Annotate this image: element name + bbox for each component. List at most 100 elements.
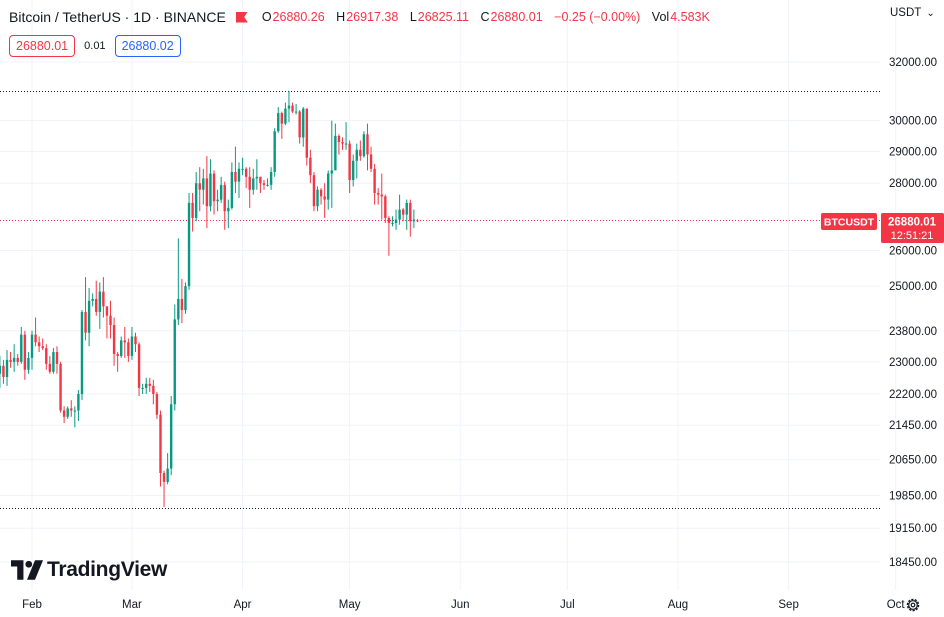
candle-body	[223, 184, 226, 212]
candle-body	[48, 363, 52, 372]
gear-icon[interactable]	[905, 597, 921, 613]
candle-body	[384, 196, 387, 218]
candle-body	[405, 202, 408, 215]
candle-body	[34, 334, 37, 343]
candle-body	[366, 134, 369, 155]
candle-body	[344, 143, 348, 145]
candle-body	[398, 209, 401, 220]
candle-body	[362, 134, 366, 157]
candle-body	[62, 410, 66, 417]
currency-label: USDT	[890, 7, 922, 19]
last-price-tag-bg	[881, 213, 944, 243]
candle-body	[319, 189, 323, 197]
candle-body	[376, 193, 380, 195]
price-tick-label: 32000.00	[889, 57, 937, 69]
candle-body	[205, 178, 209, 207]
price-tick-label: 29000.00	[889, 146, 937, 158]
candle-body	[394, 219, 398, 224]
candle-body	[102, 291, 105, 307]
candle-body	[55, 352, 59, 364]
candle-body	[91, 298, 94, 301]
time-tick-label: Mar	[122, 599, 142, 611]
candle-body	[391, 223, 394, 225]
candle-body	[262, 183, 266, 185]
candle-body	[77, 393, 80, 411]
flag-icon[interactable]	[235, 11, 248, 23]
candle-body	[70, 408, 73, 411]
candle-body	[80, 311, 84, 394]
candle-body	[198, 183, 201, 190]
candle-body	[259, 176, 262, 184]
candle-body	[255, 176, 259, 179]
candle-body	[305, 108, 309, 158]
sell-button[interactable]: 26880.01	[9, 35, 76, 57]
candle-body	[277, 113, 280, 132]
candle-body	[155, 393, 159, 415]
candle-body	[369, 154, 373, 169]
candle-body	[73, 410, 77, 412]
candle-body	[334, 135, 337, 171]
candle-body	[166, 468, 169, 482]
price-tick-label: 22200.00	[889, 389, 937, 401]
price-tick-label: 21450.00	[889, 420, 937, 432]
tradingview-logo[interactable]: TradingView	[11, 558, 167, 582]
last-price-tag: BTCUSDT 26880.01 12:51:21	[821, 213, 944, 243]
candle-body	[105, 306, 109, 316]
candle-body	[216, 199, 219, 202]
candle-body	[16, 357, 19, 362]
candle-body	[202, 178, 205, 190]
candle-body	[194, 183, 198, 218]
candle-body	[120, 340, 123, 356]
candle-body	[95, 298, 98, 312]
symbol-title[interactable]: Bitcoin / TetherUS · 1D · BINANCE	[9, 9, 226, 25]
candle-body	[12, 357, 16, 362]
change-value: −0.25 (−0.00%)	[554, 10, 641, 24]
open-value: 26880.26	[272, 10, 325, 24]
candle-body	[273, 131, 276, 172]
candle-body	[316, 189, 319, 207]
chart-grid	[0, 0, 897, 590]
candle-body	[9, 359, 12, 362]
last-price-label: 26880.01	[888, 217, 937, 229]
symbol-legend: Bitcoin / TetherUS · 1D · BINANCE O26880…	[9, 9, 718, 25]
price-tick-label: 26000.00	[889, 246, 937, 258]
currency-selector[interactable]: USDT ⌄	[890, 7, 935, 19]
candle-body	[162, 473, 166, 482]
buy-button[interactable]: 26880.02	[114, 35, 181, 57]
close-label: C	[480, 10, 490, 24]
candle-body	[230, 171, 234, 208]
candle-body	[20, 334, 23, 362]
price-tick-label: 20650.00	[889, 455, 937, 467]
candle-body	[141, 387, 144, 389]
price-axis[interactable]: 32000.00 30000.00 29000.00 28000.00 26000.00…	[889, 57, 937, 569]
candle-body	[269, 171, 273, 185]
volume-label: Vol	[651, 10, 670, 24]
time-tick-label: Jun	[451, 599, 470, 611]
time-tick-label: May	[339, 599, 361, 611]
candle-body	[294, 111, 298, 113]
candle-body	[123, 340, 126, 343]
candle-body	[177, 298, 180, 320]
candle-body	[219, 184, 223, 200]
candlestick-series[interactable]	[0, 90, 419, 508]
candle-body	[280, 113, 284, 124]
candle-body	[145, 383, 148, 388]
candle-body	[137, 344, 141, 388]
low-value: 26825.11	[417, 10, 469, 24]
candle-body	[30, 334, 34, 358]
time-axis[interactable]: Feb Mar Apr May Jun Jul Aug Sep Oct	[22, 599, 905, 611]
logo-text: TradingView	[47, 558, 168, 581]
low-label: L	[409, 10, 417, 24]
candle-body	[298, 111, 301, 138]
candle-body	[244, 168, 248, 177]
candle-body	[66, 408, 69, 417]
candle-body	[348, 143, 351, 181]
candle-body	[59, 363, 62, 411]
price-tick-label: 19850.00	[889, 491, 937, 503]
candle-body	[323, 196, 326, 200]
candle-body	[52, 352, 55, 372]
candle-body	[187, 202, 191, 287]
candle-body	[252, 178, 255, 190]
candle-body	[127, 342, 130, 356]
